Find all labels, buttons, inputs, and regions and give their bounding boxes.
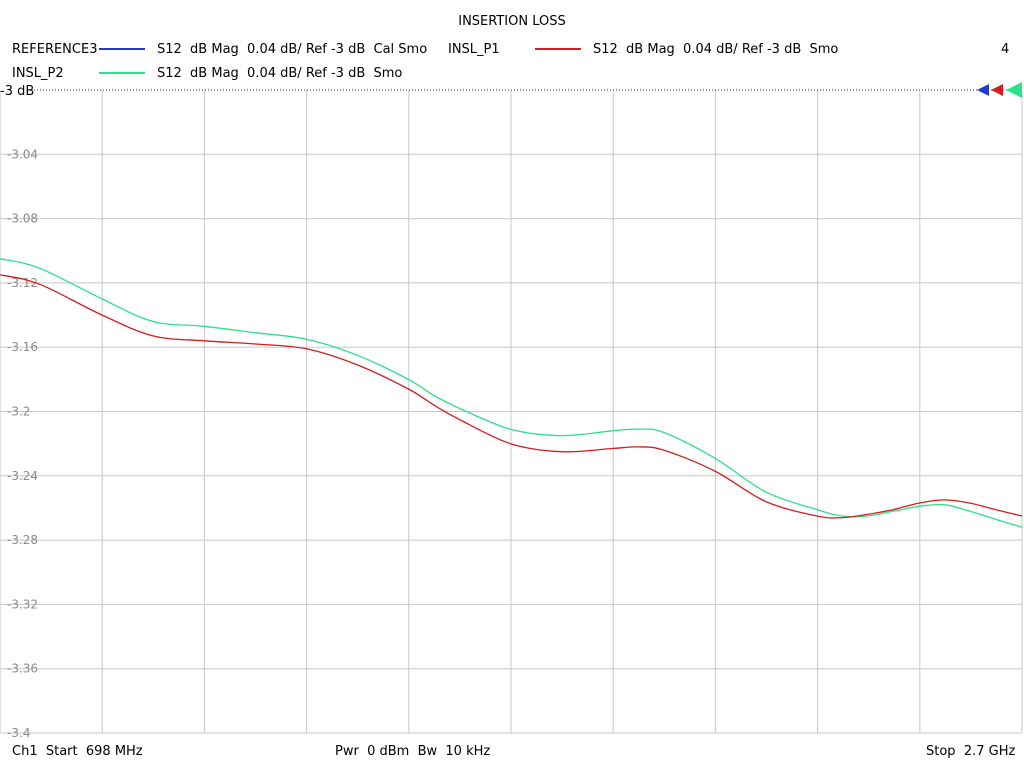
legend-name-insl-p2: INSL_P2 xyxy=(12,66,64,81)
legend-swatch-reference3 xyxy=(99,48,145,50)
y-tick-label: -3.12 xyxy=(7,276,38,290)
ref-marker-insl-p2 xyxy=(1006,82,1022,98)
y-tick-label: -3.16 xyxy=(7,340,38,354)
legend-swatch-insl-p2 xyxy=(99,72,145,74)
footer-start: Ch1 Start 698 MHz xyxy=(12,744,143,759)
y-tick-label: -3.28 xyxy=(7,533,38,547)
grid xyxy=(0,90,1023,734)
y-tick-label: -3.36 xyxy=(7,662,38,676)
y-tick-label: -3.4 xyxy=(7,726,30,740)
series-line-insl-p1 xyxy=(0,274,1023,519)
legend-swatch-insl-p1 xyxy=(535,48,581,50)
chart-title: INSERTION LOSS xyxy=(458,14,566,29)
legend-desc-insl-p1: S12 dB Mag 0.04 dB/ Ref -3 dB Smo xyxy=(593,42,839,57)
reference-line: -3 dB xyxy=(0,84,1022,99)
channel-number: 4 xyxy=(1001,42,1010,57)
reference-markers xyxy=(977,82,1022,98)
reference-label: -3 dB xyxy=(0,84,34,99)
series-traces xyxy=(0,258,1023,528)
legend-desc-insl-p2: S12 dB Mag 0.04 dB/ Ref -3 dB Smo xyxy=(157,66,403,81)
ref-marker-insl-p1 xyxy=(991,84,1003,96)
y-tick-label: -3.2 xyxy=(7,405,30,419)
ref-marker-reference3 xyxy=(977,84,989,96)
legend-name-insl-p1: INSL_P1 xyxy=(448,42,500,57)
legend-name-reference3: REFERENCE3 xyxy=(12,42,98,57)
legend-desc-reference3: S12 dB Mag 0.04 dB/ Ref -3 dB Cal Smo xyxy=(157,42,428,57)
y-tick-label: -3.32 xyxy=(7,597,38,611)
y-tick-labels: -3.04 -3.08 -3.12 -3.16 -3.2 -3.24 -3.28 -3.32 -… xyxy=(7,147,38,740)
series-line-insl-p2 xyxy=(0,258,1023,528)
footer-stop: Stop 2.7 GHz xyxy=(926,744,1016,759)
y-tick-label: -3.24 xyxy=(7,469,38,483)
y-tick-label: -3.04 xyxy=(7,147,38,161)
y-tick-label: -3.08 xyxy=(7,212,38,226)
footer-power: Pwr 0 dBm Bw 10 kHz xyxy=(335,744,491,759)
